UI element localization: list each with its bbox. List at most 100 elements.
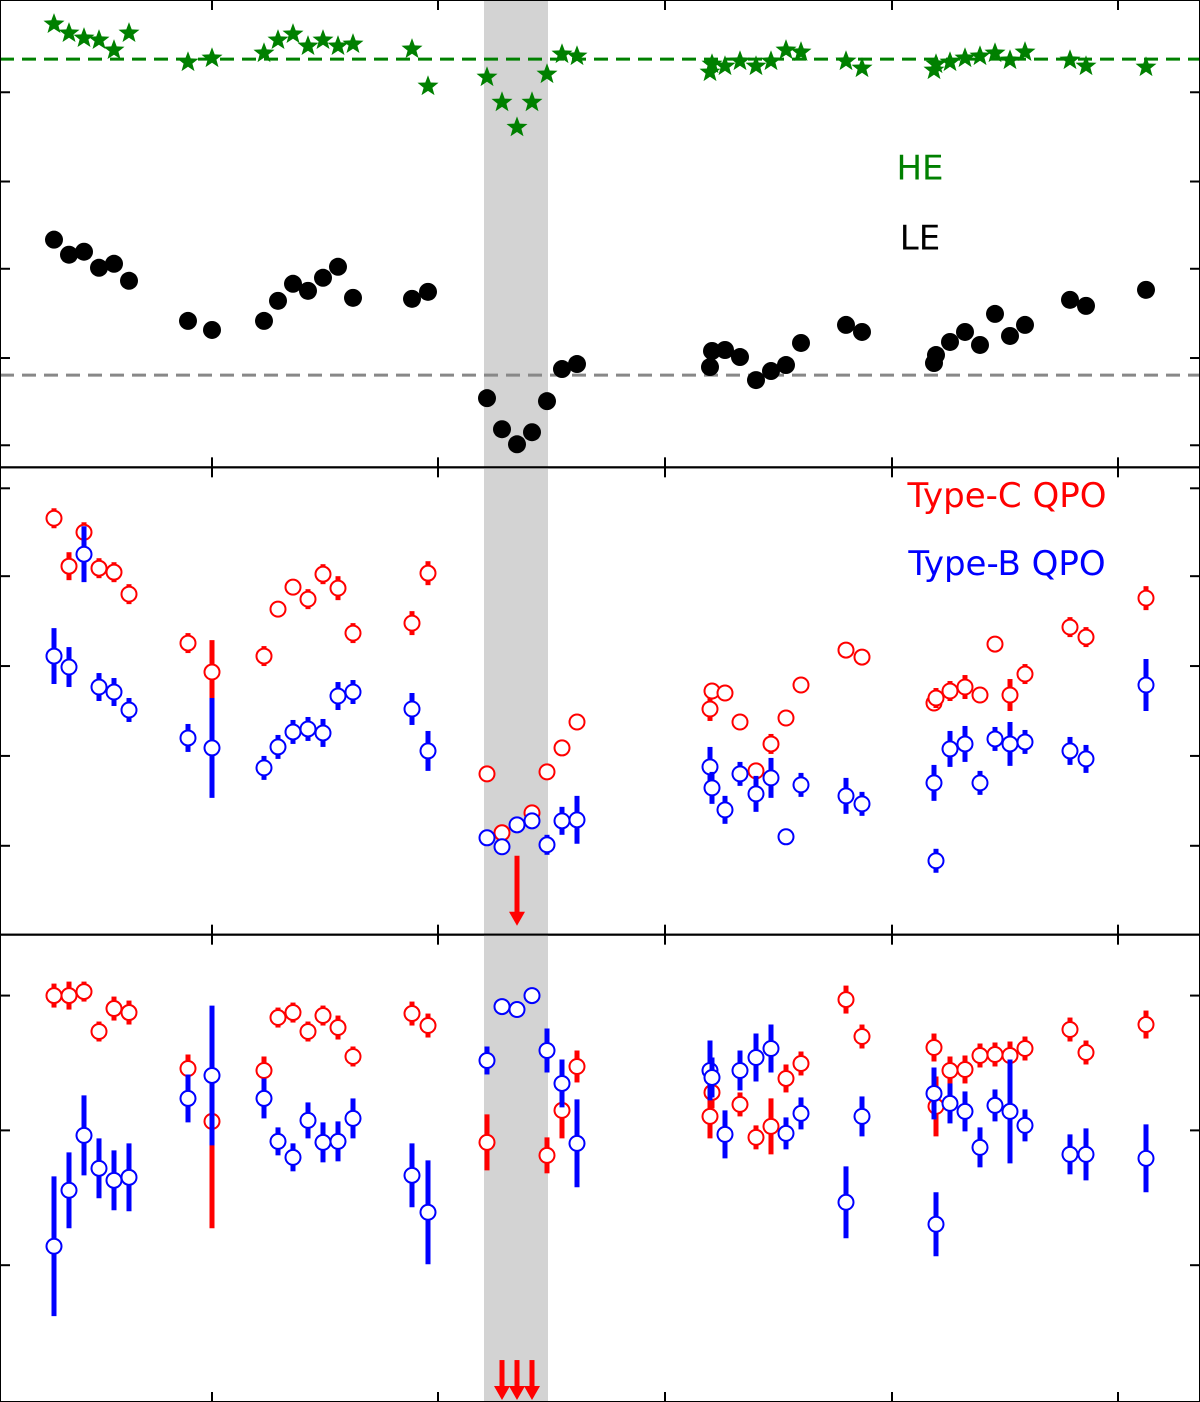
dot-marker bbox=[1061, 290, 1079, 309]
open-marker bbox=[493, 838, 511, 856]
open-marker bbox=[568, 1134, 586, 1152]
open-marker bbox=[1001, 686, 1019, 704]
dot-marker bbox=[716, 340, 734, 359]
dot-marker bbox=[329, 257, 347, 276]
open-marker bbox=[1077, 1043, 1095, 1061]
open-marker bbox=[986, 1096, 1004, 1114]
panel-frame bbox=[0, 0, 1200, 469]
open-marker bbox=[45, 509, 63, 527]
star-marker bbox=[999, 49, 1021, 70]
open-marker bbox=[971, 1046, 989, 1064]
dot-marker bbox=[179, 311, 197, 330]
star-marker bbox=[401, 38, 423, 58]
star-marker bbox=[851, 57, 873, 78]
open-marker bbox=[792, 676, 810, 694]
open-marker bbox=[956, 1102, 974, 1120]
open-marker bbox=[777, 1124, 795, 1142]
open-marker bbox=[1001, 1102, 1019, 1120]
open-marker bbox=[1016, 1116, 1034, 1134]
open-marker bbox=[269, 1132, 287, 1150]
open-marker bbox=[344, 1047, 362, 1065]
dot-marker bbox=[314, 268, 332, 287]
open-marker bbox=[329, 687, 347, 705]
open-marker bbox=[179, 1059, 197, 1077]
star-marker bbox=[939, 51, 961, 72]
dot-marker bbox=[1016, 315, 1034, 334]
open-marker bbox=[203, 1066, 221, 1084]
legend-label: HE bbox=[896, 149, 943, 189]
open-marker bbox=[716, 1125, 734, 1143]
open-marker bbox=[731, 713, 749, 731]
open-marker bbox=[45, 1237, 63, 1255]
star-marker bbox=[88, 29, 110, 49]
open-marker bbox=[956, 735, 974, 753]
open-marker bbox=[179, 1089, 197, 1107]
open-marker bbox=[508, 816, 526, 834]
open-marker bbox=[538, 763, 556, 781]
star-marker bbox=[43, 13, 65, 33]
open-marker bbox=[45, 647, 63, 665]
open-marker bbox=[941, 740, 959, 758]
open-marker bbox=[1016, 733, 1034, 751]
open-marker bbox=[269, 738, 287, 756]
dot-marker bbox=[75, 242, 93, 261]
open-marker bbox=[568, 713, 586, 731]
dot-marker bbox=[419, 282, 437, 301]
open-marker bbox=[853, 1028, 871, 1046]
dot-marker bbox=[493, 420, 511, 439]
open-marker bbox=[1077, 750, 1095, 768]
dot-marker bbox=[299, 281, 317, 300]
open-marker bbox=[538, 1146, 556, 1164]
open-marker bbox=[731, 765, 749, 783]
star-marker bbox=[103, 39, 125, 59]
star-marker bbox=[925, 53, 947, 74]
star-marker bbox=[984, 42, 1006, 63]
open-marker bbox=[90, 1159, 108, 1177]
upper-limit-head bbox=[509, 1386, 525, 1401]
dot-marker bbox=[703, 342, 721, 361]
open-marker bbox=[403, 1166, 421, 1184]
open-marker bbox=[314, 1133, 332, 1151]
open-marker bbox=[493, 998, 511, 1016]
open-marker bbox=[255, 1061, 273, 1079]
open-marker bbox=[986, 730, 1004, 748]
open-marker bbox=[1061, 1145, 1079, 1163]
dot-marker bbox=[553, 360, 571, 379]
open-marker bbox=[538, 1042, 556, 1060]
dot-marker bbox=[971, 335, 989, 354]
open-marker bbox=[203, 739, 221, 757]
open-marker bbox=[90, 678, 108, 696]
open-marker bbox=[703, 1068, 721, 1086]
open-marker bbox=[419, 1017, 437, 1035]
dot-marker bbox=[927, 346, 945, 365]
star-marker bbox=[790, 41, 812, 61]
open-marker bbox=[941, 1061, 959, 1079]
open-marker bbox=[105, 683, 123, 701]
star-marker bbox=[267, 29, 289, 49]
dot-marker bbox=[284, 274, 302, 293]
star-marker bbox=[327, 35, 349, 55]
star-marker bbox=[282, 23, 304, 43]
star-marker bbox=[835, 50, 857, 71]
open-marker bbox=[419, 1203, 437, 1221]
open-marker bbox=[1001, 735, 1019, 753]
open-marker bbox=[403, 1005, 421, 1023]
open-marker bbox=[971, 774, 989, 792]
open-marker bbox=[731, 1061, 749, 1079]
panel: Type-C QPO Type-B QPO bbox=[0, 466, 1200, 936]
dot-marker bbox=[269, 291, 287, 310]
open-marker bbox=[329, 579, 347, 597]
open-marker bbox=[1137, 589, 1155, 607]
open-marker bbox=[1061, 1021, 1079, 1039]
dot-marker bbox=[90, 258, 108, 277]
open-marker bbox=[927, 689, 945, 707]
star-marker bbox=[1075, 55, 1097, 76]
open-marker bbox=[568, 811, 586, 829]
star-marker bbox=[1059, 49, 1081, 70]
open-marker bbox=[508, 1001, 526, 1019]
dot-marker bbox=[538, 392, 556, 411]
dot-marker bbox=[701, 358, 719, 377]
legend-label: Type-B QPO bbox=[907, 544, 1105, 584]
open-marker bbox=[792, 776, 810, 794]
